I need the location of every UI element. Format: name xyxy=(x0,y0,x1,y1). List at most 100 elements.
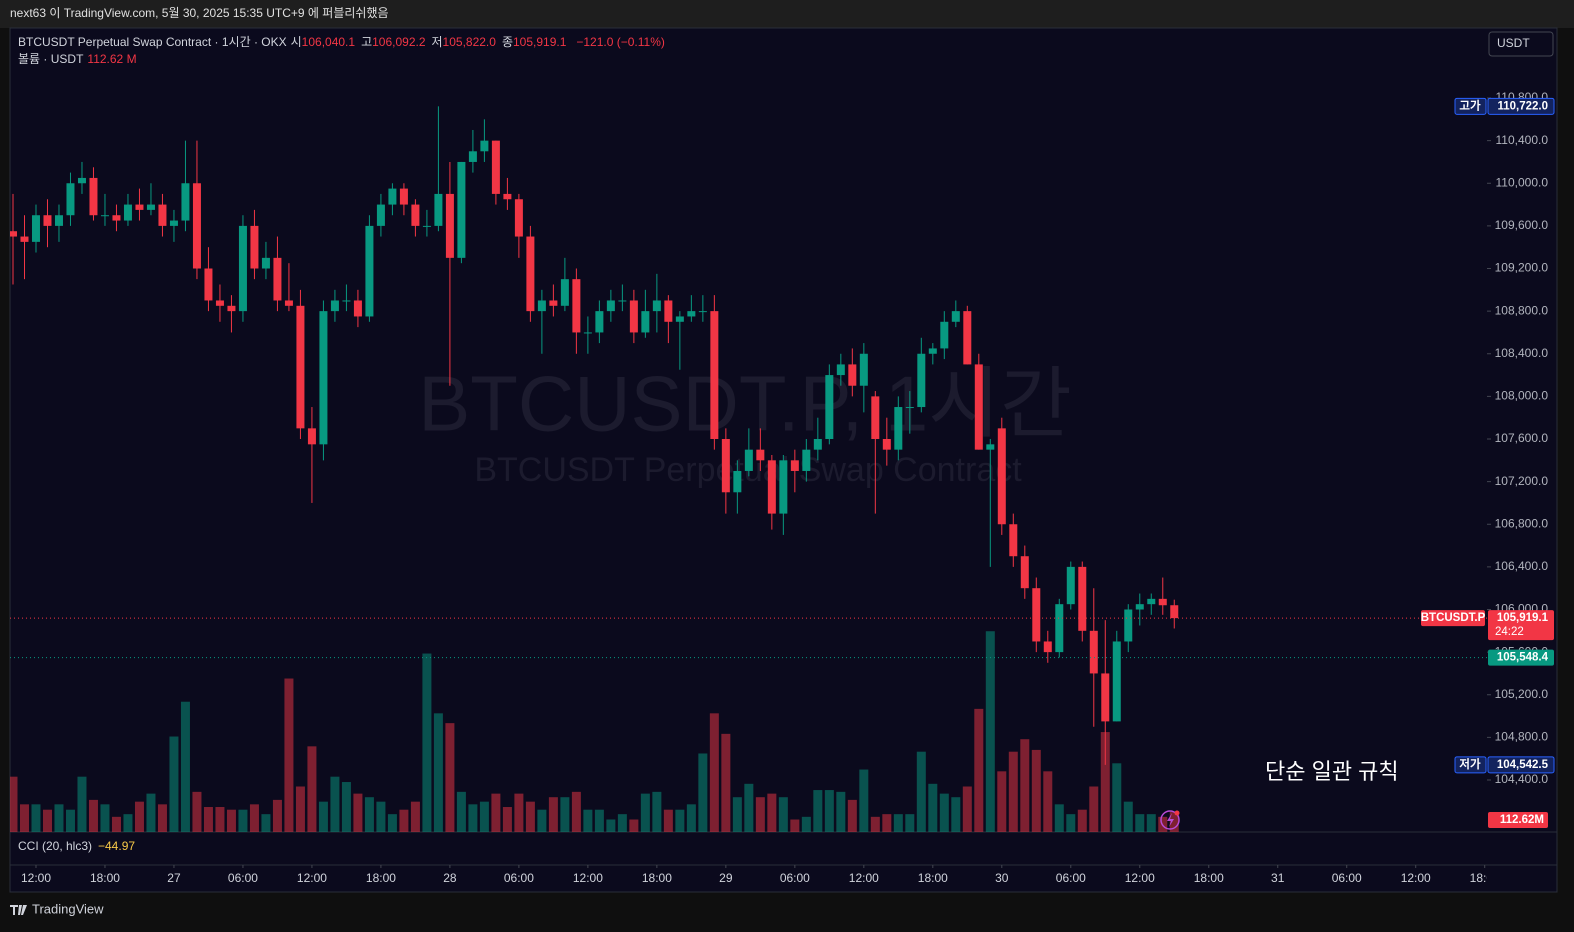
candle-body xyxy=(560,279,569,306)
candle-body xyxy=(250,225,259,269)
publish-info: next63 이 TradingView.com, 5월 30, 2025 15… xyxy=(10,6,389,20)
volume-bar xyxy=(652,791,662,832)
volume-bar xyxy=(974,708,984,832)
volume-bar xyxy=(180,701,190,832)
volume-bar xyxy=(1089,786,1099,832)
alert-icon[interactable] xyxy=(1160,810,1180,830)
x-tick-label: 06:00 xyxy=(1056,871,1086,885)
ohlc-label: 저 xyxy=(431,35,443,49)
candle-body xyxy=(192,183,201,269)
candle-body xyxy=(411,204,420,226)
volume-bar xyxy=(479,801,489,832)
high-marker-value-bg xyxy=(1487,97,1555,115)
x-tick-label: 18:00 xyxy=(366,871,396,885)
candle-body xyxy=(1032,588,1041,642)
volume-bar xyxy=(790,819,800,832)
volume-bar xyxy=(341,782,351,832)
x-tick-label: 12:00 xyxy=(1125,871,1155,885)
volume-bar xyxy=(698,753,708,832)
ohlc-label: 종 xyxy=(501,35,513,49)
watermark: BTCUSDT.P, 1시간 xyxy=(418,360,1072,448)
volume-bar xyxy=(928,783,938,832)
time-axis: 12:00 18:00 27 06:00 12:00 18:00 28 06:00 12:00 1… xyxy=(21,865,1500,885)
volume-bar xyxy=(215,807,225,832)
candle-body xyxy=(1101,673,1110,722)
candle-body xyxy=(652,300,661,312)
indicator-value: −44.97 xyxy=(98,839,135,853)
x-tick-label: 18:00 xyxy=(90,871,120,885)
y-tick-label: 106,800.0 xyxy=(1495,516,1549,530)
candle-body xyxy=(825,375,834,440)
candle-body xyxy=(181,183,190,221)
x-tick-label: 12:00 xyxy=(1401,871,1431,885)
candle-body xyxy=(940,321,949,349)
candle-body xyxy=(802,449,811,471)
candle-body xyxy=(859,353,868,386)
x-tick-label: 12:00 xyxy=(21,871,51,885)
candle-body xyxy=(89,177,98,216)
candle-body xyxy=(629,300,638,333)
currency[interactable]: USDT xyxy=(1497,36,1530,50)
low-marker-value-bg xyxy=(1487,756,1555,774)
candle-body xyxy=(744,449,753,471)
indicator-label: CCI (20, hlc3) xyxy=(18,839,92,853)
candle-body xyxy=(1158,598,1167,606)
low-marker-value: 104,542.5 xyxy=(1497,759,1549,771)
x-tick-label: 31 xyxy=(1271,871,1285,885)
volume-bar xyxy=(525,801,535,832)
volume-bar xyxy=(31,804,41,832)
candle-body xyxy=(1078,566,1087,631)
volume-bar xyxy=(238,809,248,832)
candle-body xyxy=(261,257,270,269)
candle-body xyxy=(572,279,581,333)
y-tick-label: 104,800.0 xyxy=(1495,730,1549,744)
candle-body xyxy=(1009,524,1018,557)
volume-bar xyxy=(261,814,271,832)
candle-body xyxy=(813,439,822,450)
candle-body xyxy=(112,215,121,221)
y-tick-label: 108,000.0 xyxy=(1495,389,1549,403)
last-price-value-bg xyxy=(1488,610,1554,641)
x-tick-label: 18:00 xyxy=(1470,871,1500,885)
candle-body xyxy=(204,268,213,301)
candle-body xyxy=(319,311,328,445)
candle-body xyxy=(31,215,40,242)
y-tick-label: 105,200.0 xyxy=(1495,687,1549,701)
top-bar xyxy=(0,0,1574,28)
candle-body xyxy=(871,396,880,440)
candle-body xyxy=(928,348,937,354)
candle-body xyxy=(710,311,719,440)
volume-bar xyxy=(284,678,294,832)
volume-bar xyxy=(571,791,581,832)
x-tick-label: 30 xyxy=(995,871,1009,885)
candle-body xyxy=(721,439,730,493)
volume-bar xyxy=(640,793,650,832)
candle-body xyxy=(1170,605,1179,619)
volume-bar xyxy=(617,814,627,832)
x-tick-label: 27 xyxy=(167,871,181,885)
x-tick-label: 06:00 xyxy=(780,871,810,885)
candle-body xyxy=(353,300,362,317)
currency-button[interactable] xyxy=(1488,31,1554,57)
volume-bar xyxy=(456,791,466,832)
volume-bar xyxy=(353,793,363,832)
brand: TradingView xyxy=(32,901,104,916)
volume-bar xyxy=(962,786,972,832)
candle-body xyxy=(100,215,109,217)
y-tick-label: 110,400.0 xyxy=(1496,133,1549,147)
volume-readout: 112.62 M xyxy=(87,52,137,66)
y-tick-label: 107,200.0 xyxy=(1495,474,1549,488)
volume-bar xyxy=(514,793,524,832)
volume-bar xyxy=(686,804,696,832)
volume-bar xyxy=(54,804,64,832)
y-tick-label: 109,200.0 xyxy=(1495,261,1549,275)
volume-bar xyxy=(951,797,961,832)
volume-bar xyxy=(502,807,512,832)
volume-bar xyxy=(422,653,432,832)
volume-bar xyxy=(410,801,420,832)
volume-bar xyxy=(77,776,87,832)
volume-bar xyxy=(1123,801,1133,832)
candle-body xyxy=(365,225,374,317)
volume-bar xyxy=(330,776,340,832)
